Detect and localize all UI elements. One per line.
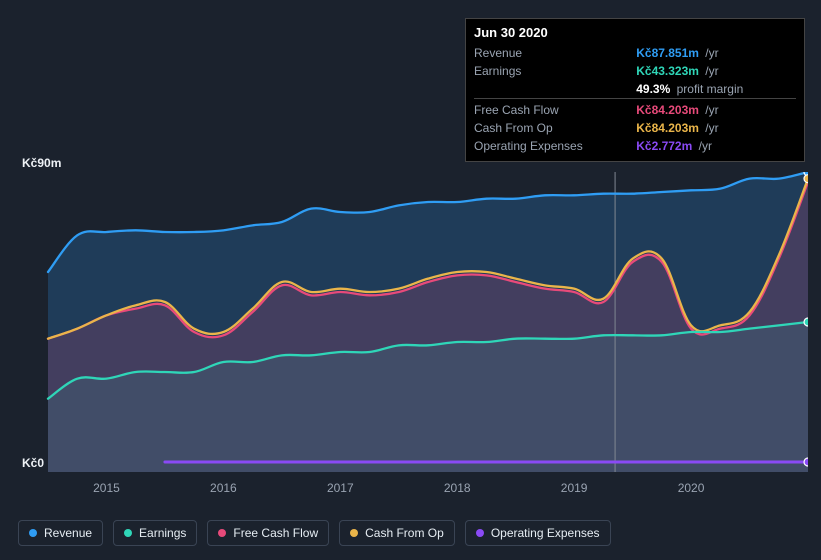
tooltip-row-value: Kč2.772m /yr <box>636 137 796 155</box>
legend-item-cash-from-op[interactable]: Cash From Op <box>339 520 455 546</box>
legend-item-earnings[interactable]: Earnings <box>113 520 197 546</box>
legend-dot-icon <box>218 529 226 537</box>
legend-item-label: Free Cash Flow <box>233 526 318 540</box>
tooltip-row-label: Operating Expenses <box>474 137 636 155</box>
legend-dot-icon <box>350 529 358 537</box>
chart-legend: Revenue Earnings Free Cash Flow Cash From O… <box>18 520 611 546</box>
legend-dot-icon <box>29 529 37 537</box>
x-axis-tick: 2017 <box>327 481 354 495</box>
tooltip-row-label: Revenue <box>474 44 636 62</box>
tooltip-row-value: Kč87.851m /yr <box>636 44 796 62</box>
series-end-marker <box>804 458 808 466</box>
tooltip-row-value: Kč84.203m /yr <box>636 99 796 120</box>
series-end-marker <box>804 318 808 326</box>
tooltip-title: Jun 30 2020 <box>474 25 796 44</box>
legend-dot-icon <box>476 529 484 537</box>
tooltip-row-label: Earnings <box>474 62 636 80</box>
legend-dot-icon <box>124 529 132 537</box>
legend-item-free-cash-flow[interactable]: Free Cash Flow <box>207 520 329 546</box>
tooltip-row-label: Free Cash Flow <box>474 99 636 120</box>
legend-item-label: Cash From Op <box>365 526 444 540</box>
x-axis-tick: 2015 <box>93 481 120 495</box>
financials-chart[interactable] <box>18 172 808 472</box>
legend-item-label: Revenue <box>44 526 92 540</box>
x-axis-tick: 2016 <box>210 481 237 495</box>
x-axis-tick: 2018 <box>444 481 471 495</box>
y-axis-max-label: Kč90m <box>22 156 61 170</box>
legend-item-label: Operating Expenses <box>491 526 600 540</box>
legend-item-revenue[interactable]: Revenue <box>18 520 103 546</box>
tooltip-row-label <box>474 80 636 99</box>
tooltip-row-value: Kč43.323m /yr <box>636 62 796 80</box>
tooltip-row-value: 49.3% profit margin <box>636 80 796 99</box>
tooltip-table: RevenueKč87.851m /yrEarningsKč43.323m /y… <box>474 44 796 155</box>
x-axis-tick: 2020 <box>678 481 705 495</box>
chart-svg <box>18 172 808 472</box>
tooltip-row-label: Cash From Op <box>474 119 636 137</box>
tooltip-row-value: Kč84.203m /yr <box>636 119 796 137</box>
legend-item-label: Earnings <box>139 526 186 540</box>
x-axis-tick: 2019 <box>561 481 588 495</box>
legend-item-operating-expenses[interactable]: Operating Expenses <box>465 520 611 546</box>
series-end-marker <box>804 175 808 183</box>
chart-tooltip: Jun 30 2020 RevenueKč87.851m /yrEarnings… <box>465 18 805 162</box>
